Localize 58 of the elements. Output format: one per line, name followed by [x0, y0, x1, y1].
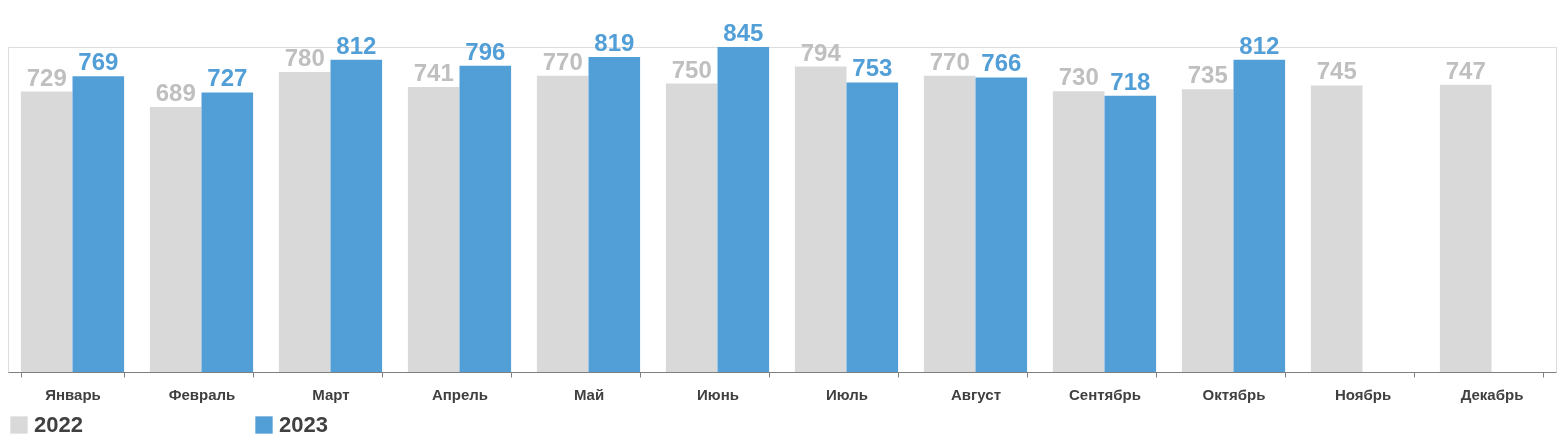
bar [846, 82, 899, 372]
data-label: 819 [594, 29, 635, 56]
bar [1104, 95, 1157, 372]
data-label: 780 [284, 44, 325, 71]
bar [975, 77, 1028, 372]
x-tick-label: Май [573, 385, 605, 403]
bar [1310, 85, 1363, 372]
data-label: 727 [207, 64, 248, 92]
bar [1233, 59, 1286, 372]
x-tick-label: Август [951, 385, 1001, 403]
data-label: 735 [1187, 61, 1228, 89]
data-label: 747 [1445, 56, 1486, 84]
x-tick-label: Сентябрь [1069, 385, 1141, 403]
bar [20, 91, 73, 372]
bar [536, 75, 589, 372]
data-label: 794 [800, 38, 842, 66]
bar [588, 57, 641, 372]
x-tick-label: Январь [45, 385, 101, 403]
x-tick-label: Март [312, 385, 350, 403]
x-tick-label: Декабрь [1460, 385, 1524, 403]
x-tick-label: Июнь [697, 385, 739, 403]
bar [1181, 89, 1234, 372]
data-label: 745 [1316, 57, 1357, 85]
legend-label: 2023 [279, 412, 328, 437]
data-label: 730 [1058, 63, 1099, 91]
bar [665, 83, 718, 372]
x-tick-label: Февраль [168, 385, 236, 403]
x-tick-label: Октябрь [1202, 385, 1266, 403]
data-label: 729 [26, 63, 67, 91]
data-label: 770 [542, 47, 583, 75]
bar [407, 87, 460, 372]
data-label: 689 [155, 79, 196, 106]
data-label: 766 [981, 49, 1022, 77]
data-label: 753 [852, 54, 893, 82]
bar [149, 107, 202, 372]
data-label: 769 [78, 48, 119, 76]
bar [201, 92, 254, 372]
x-tick-label: Апрель [431, 385, 489, 403]
bar [1052, 91, 1105, 372]
bar [717, 47, 770, 372]
data-label: 812 [1239, 31, 1280, 59]
bar [278, 72, 331, 372]
data-label: 770 [929, 47, 970, 75]
data-label: 796 [465, 37, 506, 65]
data-label: 741 [413, 59, 454, 86]
data-label: 750 [671, 55, 712, 83]
data-label: 718 [1110, 67, 1151, 95]
legend-label: 2022 [34, 412, 83, 437]
bar [330, 59, 383, 372]
bar [72, 76, 125, 372]
bar [1439, 84, 1492, 372]
data-label: 845 [723, 19, 764, 46]
x-tick-label: Ноябрь [1334, 385, 1392, 403]
bar [794, 66, 847, 372]
bar [923, 75, 976, 372]
bar [459, 65, 512, 372]
x-tick-label: Июль [826, 385, 868, 403]
data-label: 812 [336, 31, 377, 59]
